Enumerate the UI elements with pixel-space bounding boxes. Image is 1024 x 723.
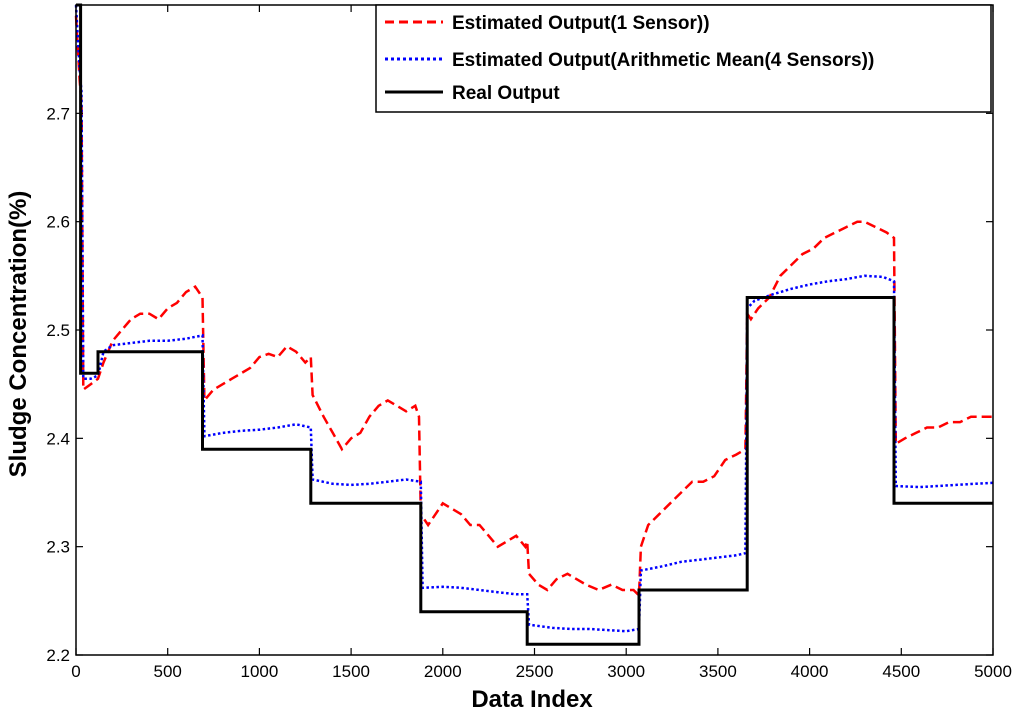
- series-real-output-line: [76, 3, 993, 646]
- y-tick-label: 2.3: [46, 538, 70, 557]
- y-tick-label: 2.2: [46, 646, 70, 665]
- y-tick-label: 2.7: [46, 104, 70, 123]
- x-tick-label: 2000: [424, 662, 462, 681]
- x-tick-label: 3500: [699, 662, 737, 681]
- x-tick-label: 4000: [791, 662, 829, 681]
- x-tick-label: 1500: [332, 662, 370, 681]
- x-tick-label: 1000: [240, 662, 278, 681]
- x-tick-label: 3000: [607, 662, 645, 681]
- x-tick-label: 500: [154, 662, 182, 681]
- y-tick-label: 2.5: [46, 321, 70, 340]
- legend-label-estimated-1-sensor: Estimated Output(1 Sensor)): [452, 13, 710, 34]
- legend-box: [375, 4, 992, 113]
- x-axis-label: Data Index: [471, 686, 593, 713]
- legend: Estimated Output(1 Sensor)) Estimated Ou…: [375, 4, 992, 113]
- series-estimated-1-sensor-line: [74, 15, 993, 599]
- legend-label-real-output: Real Output: [452, 83, 560, 104]
- legend-label-arithmetic-mean: Estimated Output(Arithmetic Mean(4 Senso…: [452, 50, 874, 71]
- x-tick-label: 4500: [882, 662, 920, 681]
- x-tick-label: 2500: [516, 662, 554, 681]
- y-tick-label: 2.4: [46, 429, 70, 448]
- y-tick-label: 2.6: [46, 213, 70, 232]
- x-tick-label: 5000: [974, 662, 1012, 681]
- series-arithmetic-mean-line: [74, 4, 994, 633]
- y-axis-label: Sludge Concentration(%): [5, 191, 32, 478]
- tick-layer: 0 500 1000 1500 2000 2500 3000 3500 4000 4500 5000…: [46, 5, 1012, 681]
- series-layer: [74, 3, 994, 646]
- x-tick-label: 0: [71, 662, 80, 681]
